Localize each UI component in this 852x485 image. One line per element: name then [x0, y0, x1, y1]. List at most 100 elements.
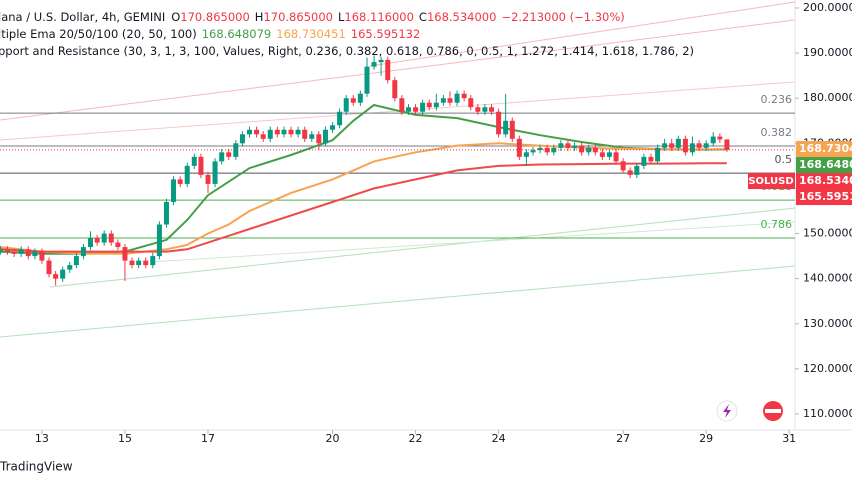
- candle-body: [503, 120, 509, 135]
- candle-body: [247, 129, 253, 135]
- candle-body: [39, 251, 45, 261]
- legend-item: 168.116000: [344, 10, 414, 24]
- x-tick-label: 27: [616, 432, 630, 445]
- candle-body: [627, 170, 633, 175]
- trend-line: [369, 1, 796, 67]
- legend-line: lana / U.S. Dollar, 4h, GEMINI O170.86500…: [0, 10, 625, 24]
- legend-item: 168.648079: [202, 27, 272, 41]
- candle-body: [433, 102, 439, 108]
- candle-body: [669, 143, 675, 148]
- candle-body: [454, 93, 460, 103]
- candle-body: [343, 98, 349, 112]
- x-tick-label: 29: [699, 432, 713, 445]
- candle-body: [94, 238, 100, 243]
- legend-item: O: [171, 10, 180, 24]
- legend-item: L: [338, 10, 345, 24]
- candle-body: [413, 107, 419, 112]
- candle-body: [655, 147, 661, 162]
- price-tag-label: 168.7304: [799, 142, 852, 155]
- candle-body: [565, 143, 571, 148]
- candle-body: [25, 249, 31, 257]
- candle-body: [80, 247, 86, 257]
- candle-body: [136, 260, 142, 266]
- price-tag-label: 165.5951: [799, 190, 852, 203]
- candle-body: [330, 125, 336, 130]
- candle-body: [641, 156, 647, 166]
- candle-body: [447, 98, 453, 103]
- candle-body: [143, 260, 149, 266]
- x-tick-label: 20: [326, 432, 340, 445]
- legend-item: 170.865000: [180, 10, 250, 24]
- price-tag: [796, 157, 852, 174]
- candle-body: [150, 256, 156, 266]
- x-tick-label: 15: [118, 432, 132, 445]
- legend-item: 170.865000: [263, 10, 333, 24]
- candle-body: [613, 152, 619, 162]
- candle-body: [648, 156, 654, 162]
- candle-body: [101, 233, 107, 243]
- x-tick-label: 24: [492, 432, 506, 445]
- candle-body: [295, 129, 301, 135]
- candle-body: [205, 174, 211, 184]
- candle-body: [177, 179, 183, 184]
- candle-body: [399, 98, 405, 112]
- candle-body: [302, 129, 308, 139]
- y-tick-label: 110.0000: [803, 407, 852, 420]
- candle-body: [281, 129, 287, 135]
- candle-body: [288, 129, 294, 135]
- candle-body: [682, 138, 688, 153]
- candle-body: [558, 143, 564, 148]
- candle-body: [371, 62, 377, 67]
- x-tick-label: 17: [201, 432, 215, 445]
- candle-body: [579, 145, 585, 153]
- legend-item: H: [255, 10, 264, 24]
- candle-body: [11, 251, 17, 254]
- candle-body: [115, 242, 121, 248]
- candle-body: [198, 156, 204, 175]
- price-tag-label: 168.6480: [799, 158, 852, 171]
- x-tick-label: 22: [409, 432, 423, 445]
- trend-line: [49, 207, 796, 288]
- candle-body: [689, 143, 695, 153]
- y-tick-label: 190.0000: [803, 46, 852, 59]
- ema-line: [0, 103, 727, 255]
- legend-line: ltiple Ema 20/50/100 (20, 50, 100) 168.64…: [0, 27, 420, 41]
- candle-body: [406, 107, 412, 112]
- trend-line: [149, 221, 796, 263]
- candle-body: [32, 251, 38, 257]
- trend-line: [0, 265, 796, 338]
- candle-body: [212, 161, 218, 184]
- candle-body: [489, 107, 495, 112]
- price-tag: [796, 173, 852, 190]
- level-label: 0.786: [761, 218, 793, 231]
- candle-body: [171, 179, 177, 202]
- lightning-icon: [723, 404, 731, 418]
- candle-body: [350, 98, 356, 103]
- candle-body: [233, 143, 239, 157]
- candle-body: [634, 165, 640, 175]
- legend-item: 165.595132: [351, 27, 421, 41]
- candle-body: [606, 152, 612, 157]
- candle-body: [254, 129, 260, 135]
- candle-body: [129, 260, 135, 266]
- candle-body: [537, 147, 543, 151]
- candle-body: [592, 147, 598, 153]
- candle-body: [67, 265, 73, 270]
- legend-item: 168.730451: [276, 27, 346, 41]
- candle-body: [572, 145, 578, 148]
- candle-body: [496, 111, 502, 135]
- candle-body: [156, 224, 162, 257]
- legend-item: lana / U.S. Dollar, 4h, GEMINI: [0, 10, 165, 24]
- candle-body: [316, 134, 322, 144]
- candle-body: [675, 138, 681, 148]
- candle-body: [226, 152, 232, 157]
- y-tick-label: 200.0000: [803, 1, 852, 14]
- candle-body: [364, 66, 370, 94]
- candle-body: [60, 269, 66, 279]
- candle-body: [108, 233, 114, 243]
- level-label: 0.382: [761, 126, 793, 139]
- candle-body: [599, 152, 605, 157]
- candle-body: [385, 59, 391, 81]
- candle-body: [710, 136, 716, 144]
